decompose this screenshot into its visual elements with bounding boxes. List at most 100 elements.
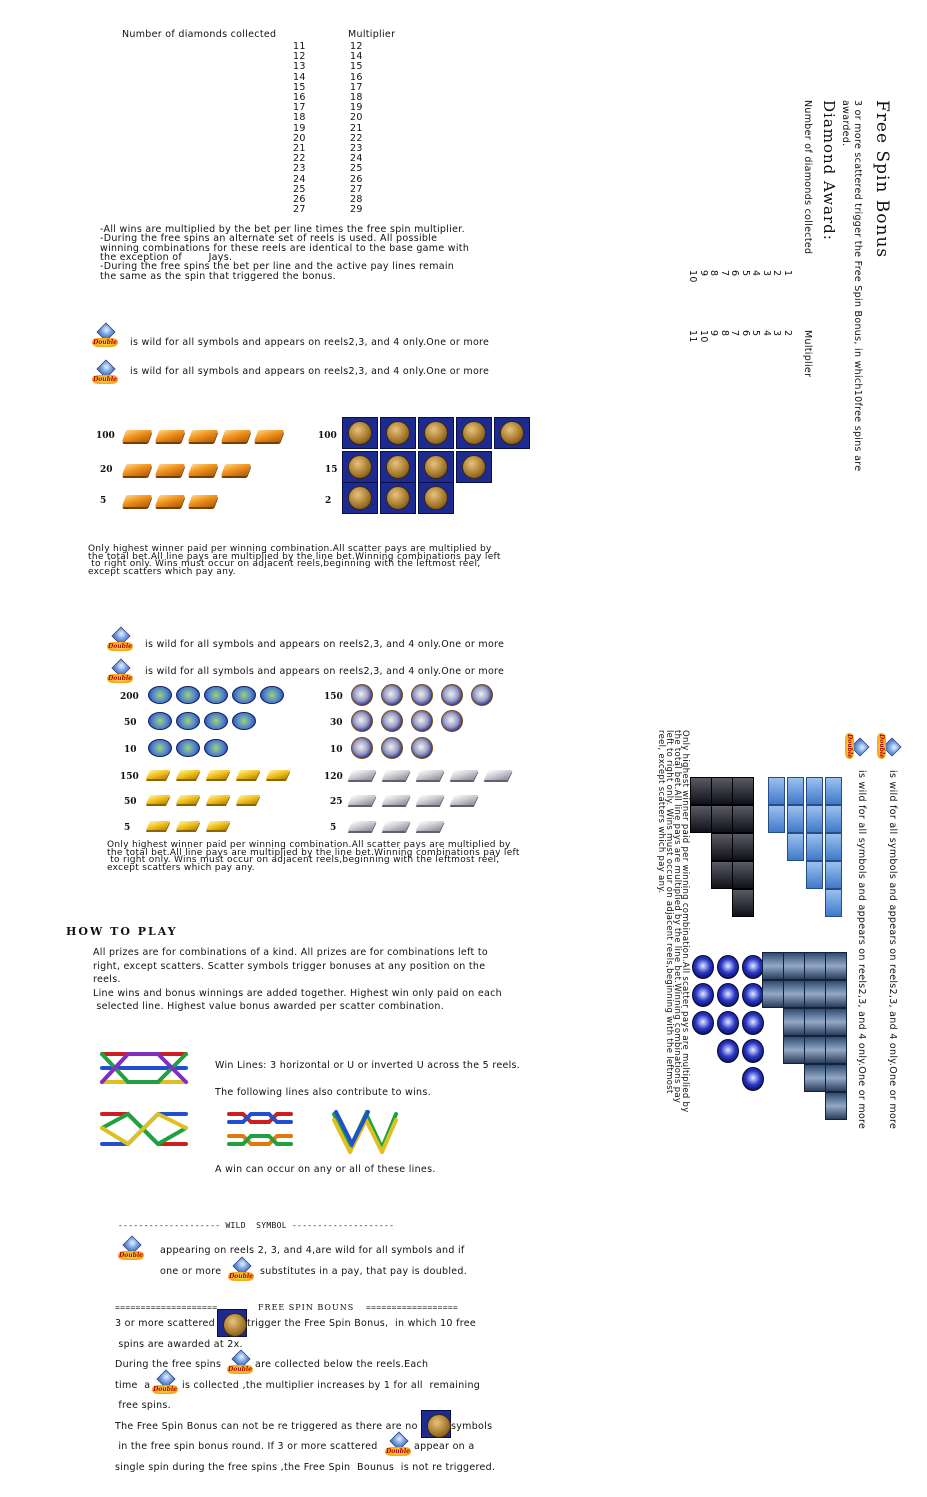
free-spin-text: is collected ,the multiplier increases b…	[182, 1380, 481, 1391]
silver-bar-icon	[382, 817, 412, 835]
payout-value: 100	[96, 431, 115, 441]
fish-symbol-icon	[787, 833, 804, 861]
shark-symbol-icon	[804, 1064, 826, 1092]
rotated-multiplier-cell: 3	[771, 330, 783, 337]
win-lines-text: Win Lines: 3 horizontal or U or inverted…	[215, 1060, 521, 1071]
dark-symbol-icon	[690, 805, 712, 833]
dark-symbol-icon	[732, 777, 754, 805]
rotated-multiplier-cell: 4	[761, 330, 772, 337]
gold-coin-icon	[494, 417, 530, 449]
pocket-watch-icon	[380, 683, 404, 706]
multiplier-value-cell: 29	[350, 204, 363, 216]
silver-bar-icon	[348, 791, 378, 809]
shark-symbol-icon	[825, 1092, 847, 1120]
gold-coin-icon	[342, 451, 378, 483]
rotated-diamonds-cell: 5	[740, 270, 751, 277]
rotated-wild-description: is wild for all symbols and appears on r…	[887, 770, 898, 1130]
rotated-text: 3 or more scattered trigger the Free Spi…	[852, 100, 863, 472]
fish-symbol-icon	[768, 805, 785, 833]
payout-value: 5	[330, 823, 337, 833]
pocket-watch-icon	[440, 683, 464, 706]
multiplier-value-cell: 23	[350, 143, 363, 154]
payout-value: 150	[324, 692, 343, 702]
double-label: Double	[152, 1385, 178, 1394]
how-to-play-line: right, except scatters. Scatter symbols …	[93, 960, 486, 972]
money-bag-icon	[259, 684, 284, 704]
silver-bar-icon	[450, 766, 480, 784]
how-to-play-line: All prizes are for combinations of a kin…	[93, 947, 489, 958]
multiplier-diamonds-cell: 27	[293, 204, 306, 216]
rotated-multiplier-cell: 5	[750, 330, 762, 337]
free-spin-heading-title: FREE SPIN BOUNS	[258, 1303, 355, 1312]
gold-ingot-icon	[206, 766, 232, 782]
gold-coin-icon	[418, 451, 454, 483]
fish-symbol-icon	[825, 861, 842, 889]
wild-symbol-line1: appearing on reels 2, 3, and 4,are wild …	[160, 1245, 465, 1256]
money-bag-icon	[231, 684, 256, 704]
gold-bar-icon	[155, 427, 185, 445]
gold-coin-icon	[418, 417, 454, 449]
double-label: Double	[845, 733, 854, 759]
how-to-play-line: Line wins and bonus winnings are added t…	[93, 987, 502, 999]
rule-line: the same as the spin that triggered the …	[100, 270, 336, 282]
rotated-diamonds-cell: 7	[719, 270, 730, 277]
double-label: Double	[385, 1447, 411, 1456]
multiplier-diamonds-cell: 12	[293, 51, 306, 63]
gold-ingot-icon	[206, 817, 232, 833]
rotated-diamonds-cell: 2	[771, 270, 783, 277]
payout-value: 100	[318, 431, 337, 441]
wild-description: is wild for all symbols and appears on r…	[130, 337, 490, 348]
gold-ingot-icon	[146, 817, 172, 833]
rule-line: winning combinations for these reels are…	[100, 242, 470, 254]
rule-line: the exception of Jays.	[100, 251, 233, 263]
rotated-multiplier-cell: 10	[698, 330, 709, 343]
gold-ingot-icon	[206, 791, 232, 807]
double-label: Double	[92, 375, 118, 384]
gold-ingot-icon	[146, 791, 172, 807]
payout-value: 10	[124, 745, 137, 755]
money-bag-icon	[203, 737, 228, 757]
gold-ingot-icon	[236, 791, 262, 807]
rule-line: -During the free spins an alternate set …	[100, 233, 438, 245]
fish-symbol-icon	[825, 833, 842, 861]
pocket-watch-icon	[410, 683, 434, 706]
payout-value: 50	[124, 797, 137, 807]
multiplier-value-cell: 18	[350, 92, 363, 103]
fish-symbol-icon	[825, 889, 842, 917]
payout-value: 5	[124, 823, 131, 833]
pocket-watch-icon	[380, 709, 404, 732]
multiplier-value-cell: 15	[350, 61, 363, 73]
shark-symbol-icon	[804, 952, 826, 980]
disclaimer-line: except scatters which pay any.	[107, 862, 255, 873]
free-spin-text: are collected below the reels.Each	[255, 1359, 429, 1370]
fish-symbol-icon	[806, 777, 823, 805]
pocket-watch-icon	[350, 683, 374, 706]
fish-symbol-icon	[806, 861, 823, 889]
rotated-col2-header: Multiplier	[802, 330, 813, 378]
wild-symbol-line2a: one or more	[160, 1266, 222, 1277]
disclaimer-line: Only highest winner paid per winning com…	[88, 544, 492, 554]
rotated-multiplier-cell: 11	[687, 330, 699, 343]
disclaimer-line: the total bet.All line pays are multipli…	[107, 847, 520, 858]
fish-symbol-icon	[787, 805, 804, 833]
double-diamond-icon: Double	[227, 1349, 253, 1376]
silver-bar-icon	[348, 766, 378, 784]
money-bag-icon	[147, 737, 172, 757]
money-bag-icon	[203, 684, 228, 704]
rotated-multiplier-cell: 6	[740, 330, 751, 337]
gold-bar-icon	[188, 492, 218, 510]
double-diamond-icon: Double	[92, 322, 118, 349]
wild-symbol-line2b: substitutes in a pay, that pay is double…	[260, 1266, 468, 1277]
sapphire-ring-icon	[717, 1011, 739, 1035]
dark-symbol-icon	[711, 833, 733, 861]
multiplier-value-cell: 14	[350, 51, 363, 63]
dark-symbol-icon	[711, 777, 733, 805]
multiplier-diamonds-cell: 19	[293, 122, 306, 134]
how-to-play-line: selected line. Highest value bonus award…	[93, 1001, 445, 1012]
gold-bar-icon	[155, 492, 185, 510]
gold-coin-icon	[456, 417, 492, 449]
paylines-diagram	[227, 1112, 293, 1146]
shark-symbol-icon	[825, 1064, 847, 1092]
double-diamond-icon: Double	[152, 1369, 178, 1396]
multiplier-diamonds-cell: 18	[293, 112, 306, 124]
